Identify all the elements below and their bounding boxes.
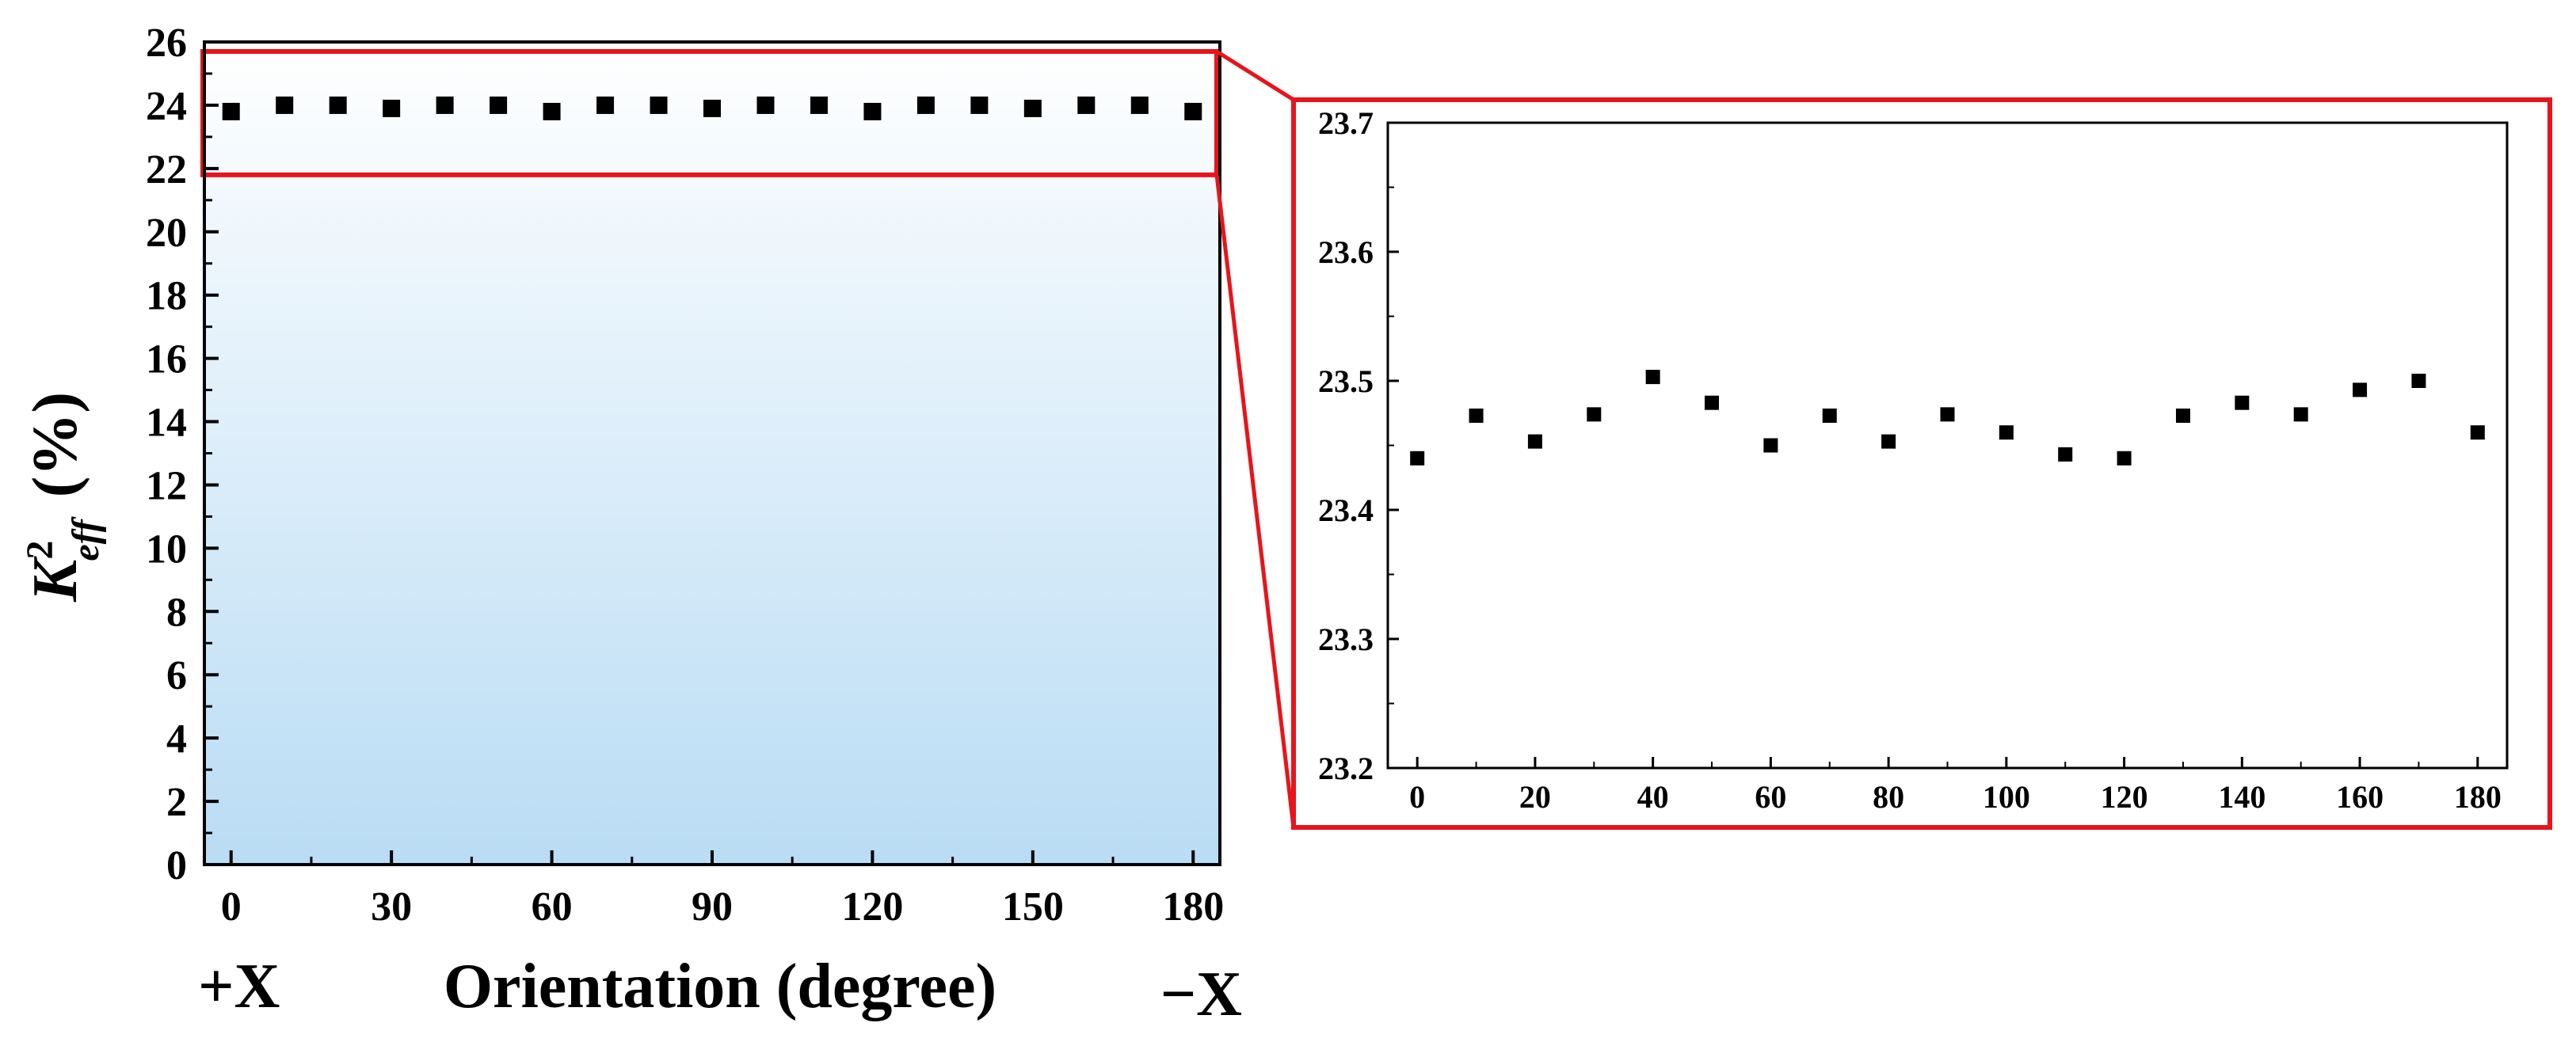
y-tick-label: 23.7 xyxy=(1318,105,1374,141)
data-point xyxy=(276,96,294,114)
data-point xyxy=(1881,434,1896,449)
y-tick-label: 10 xyxy=(146,527,187,572)
x-tick-label: 20 xyxy=(1519,779,1551,815)
data-point xyxy=(1940,407,1955,422)
y-axis-title-symbol: K xyxy=(21,556,90,603)
x-tick-label: 90 xyxy=(692,884,733,930)
data-point xyxy=(1410,451,1425,466)
data-point xyxy=(2058,447,2073,462)
data-point xyxy=(222,102,240,120)
y-axis-title-subscript: eff xyxy=(65,516,107,561)
data-point xyxy=(970,96,989,114)
x-tick-label: 100 xyxy=(1983,779,2030,815)
data-point xyxy=(2175,409,2190,424)
y-tick-label: 23.5 xyxy=(1318,363,1374,399)
zoom-axis-ticks: 23.2 23.3 23.4 23.5 23.6 23.7 0 20 40 60 80 100 120 1… xyxy=(1318,105,2502,815)
data-point xyxy=(383,99,401,117)
zoom-chart: 23.2 23.3 23.4 23.5 23.6 23.7 0 20 40 60 80 100 120 1… xyxy=(1291,97,2552,830)
x-tick-label: 150 xyxy=(1002,884,1064,930)
x-tick-label: 0 xyxy=(1409,779,1425,815)
data-point xyxy=(810,96,828,114)
x-tick-label: 120 xyxy=(2101,779,2148,815)
data-point xyxy=(1999,425,2014,440)
x-axis-title: Orientation (degree) xyxy=(444,952,996,1021)
data-point xyxy=(596,96,615,114)
data-point xyxy=(1184,102,1202,120)
data-point xyxy=(2293,407,2308,422)
connector-line-bottom xyxy=(1214,174,1296,828)
x-tick-label: 40 xyxy=(1637,779,1669,815)
zoom-series-points xyxy=(1410,370,2485,466)
data-point xyxy=(1130,96,1149,114)
data-point xyxy=(1763,438,1778,453)
data-point xyxy=(490,96,508,114)
x-tick-label: 160 xyxy=(2336,779,2384,815)
data-point xyxy=(1645,370,1660,385)
data-point xyxy=(329,96,347,114)
x-end-label-left: +X xyxy=(198,952,280,1021)
y-axis-title-superscript: 2 xyxy=(19,541,61,560)
y-tick-label: 26 xyxy=(146,21,187,66)
x-end-label-right: −X xyxy=(1160,960,1242,1029)
data-point xyxy=(863,102,882,120)
zoom-connectors xyxy=(1214,49,1296,828)
data-point xyxy=(2353,382,2368,397)
x-tick-label: 180 xyxy=(1162,884,1224,930)
y-tick-label: 23.2 xyxy=(1318,751,1374,786)
y-tick-label: 4 xyxy=(166,717,187,762)
x-tick-label: 0 xyxy=(221,884,242,930)
zoom-panel-frame xyxy=(1291,97,2552,830)
data-point xyxy=(2470,425,2485,440)
x-tick-label: 120 xyxy=(841,884,903,930)
data-point xyxy=(1587,407,1602,422)
y-tick-label: 0 xyxy=(166,843,187,888)
data-point xyxy=(543,102,561,120)
y-tick-label: 22 xyxy=(146,147,187,192)
data-point xyxy=(1077,96,1096,114)
data-point xyxy=(1822,409,1837,424)
x-tick-label: 180 xyxy=(2454,779,2502,815)
data-point xyxy=(916,96,935,114)
y-tick-label: 16 xyxy=(146,337,187,382)
data-point xyxy=(703,99,721,117)
main-series-points xyxy=(222,96,1202,120)
data-point xyxy=(1469,409,1484,424)
data-point xyxy=(1023,99,1042,117)
data-point xyxy=(436,96,454,114)
x-tick-label: 30 xyxy=(371,884,412,930)
x-tick-label: 140 xyxy=(2218,779,2265,815)
plot-background xyxy=(204,42,1220,865)
y-axis-title-unit: (%) xyxy=(21,392,90,497)
data-point xyxy=(2235,395,2250,410)
y-tick-label: 14 xyxy=(146,401,187,446)
y-tick-label: 23.4 xyxy=(1318,492,1374,528)
y-tick-label: 2 xyxy=(166,780,187,825)
y-tick-label: 6 xyxy=(166,653,187,698)
y-tick-label: 24 xyxy=(146,84,187,129)
data-point xyxy=(650,96,668,114)
x-tick-label: 60 xyxy=(532,884,573,930)
x-tick-label: 80 xyxy=(1873,779,1904,815)
x-tick-label: 60 xyxy=(1755,779,1786,815)
data-point xyxy=(1527,434,1542,449)
y-axis-title: K2 eff (%) xyxy=(19,392,107,603)
y-tick-label: 8 xyxy=(166,590,187,635)
connector-line-top xyxy=(1215,49,1295,102)
data-point xyxy=(756,96,775,114)
data-point xyxy=(1705,395,1720,410)
y-tick-label: 12 xyxy=(146,463,187,508)
data-point xyxy=(2411,374,2426,388)
data-point xyxy=(2117,451,2132,466)
y-tick-label: 23.6 xyxy=(1318,234,1374,270)
y-tick-label: 23.3 xyxy=(1318,622,1374,657)
y-tick-label: 18 xyxy=(146,274,187,319)
y-tick-label: 20 xyxy=(146,211,187,256)
